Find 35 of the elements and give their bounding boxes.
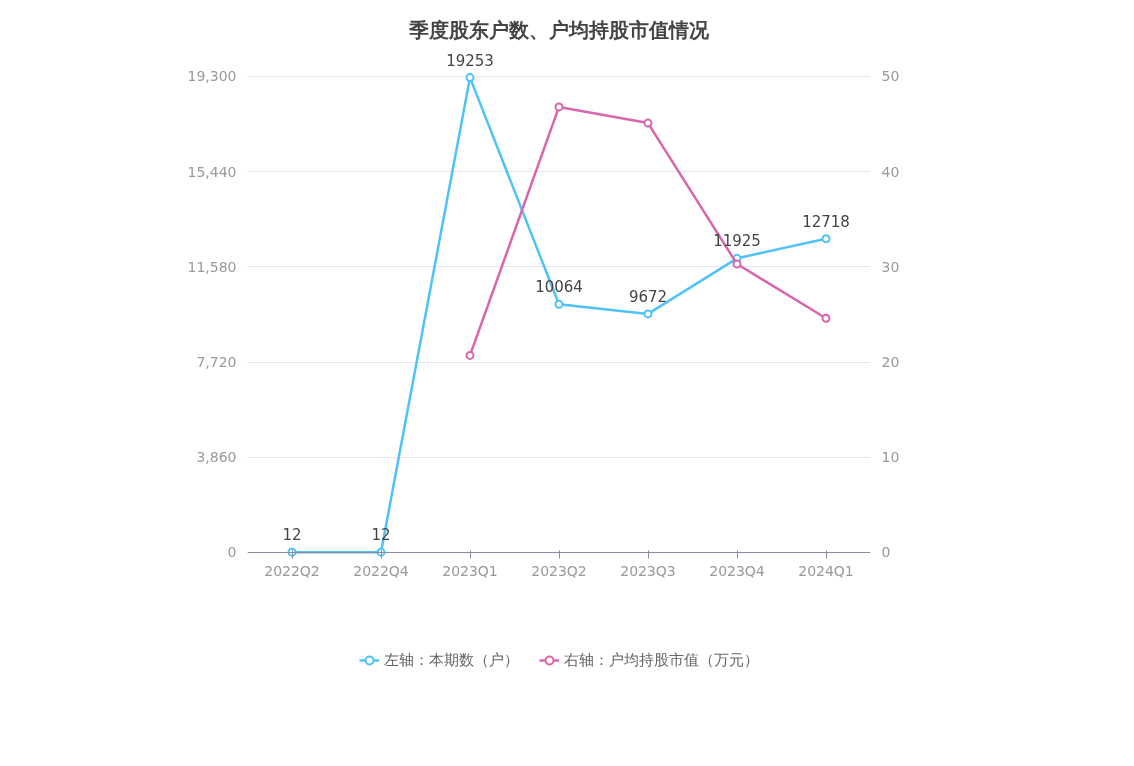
point xyxy=(554,102,564,112)
x-tick-label: 2023Q4 xyxy=(709,563,765,580)
point xyxy=(821,313,831,323)
y-tick-label: 11,580 xyxy=(187,258,237,275)
point xyxy=(554,299,564,309)
chart-title: 季度股东户数、户均持股市值情况 xyxy=(408,17,710,42)
y-tick-label: 7,720 xyxy=(196,354,237,371)
data-label: 9672 xyxy=(628,287,668,306)
legend-label: 右轴：户均持股市值（万元） xyxy=(563,650,759,670)
y2-tick-label: 0 xyxy=(881,544,891,561)
y-tick-label: 0 xyxy=(227,544,237,561)
data-label: 12 xyxy=(282,526,302,545)
point xyxy=(821,234,831,244)
y2-tick-label: 20 xyxy=(881,354,900,371)
x-tick-label: 2023Q1 xyxy=(442,563,498,580)
legend-label: 左轴：本期数（户） xyxy=(383,650,519,670)
x-tick-label: 2023Q2 xyxy=(531,563,587,580)
point xyxy=(643,309,653,319)
y-tick-label: 15,440 xyxy=(187,163,237,180)
y2-tick-label: 40 xyxy=(881,163,900,180)
point xyxy=(465,350,475,360)
y2-tick-label: 10 xyxy=(881,449,900,466)
point xyxy=(465,73,475,83)
data-label: 19253 xyxy=(446,51,494,70)
y2-tick-label: 50 xyxy=(881,68,900,85)
x-tick-label: 2024Q1 xyxy=(798,563,854,580)
x-tick-label: 2022Q4 xyxy=(353,563,409,580)
y2-tick-label: 30 xyxy=(881,258,900,275)
point xyxy=(732,259,742,269)
y-tick-label: 3,860 xyxy=(196,449,237,466)
x-tick-label: 2022Q2 xyxy=(264,563,320,580)
point xyxy=(643,118,653,128)
data-label: 12718 xyxy=(802,212,850,231)
x-tick-label: 2023Q3 xyxy=(620,563,676,580)
y-tick-label: 19,300 xyxy=(187,68,237,85)
